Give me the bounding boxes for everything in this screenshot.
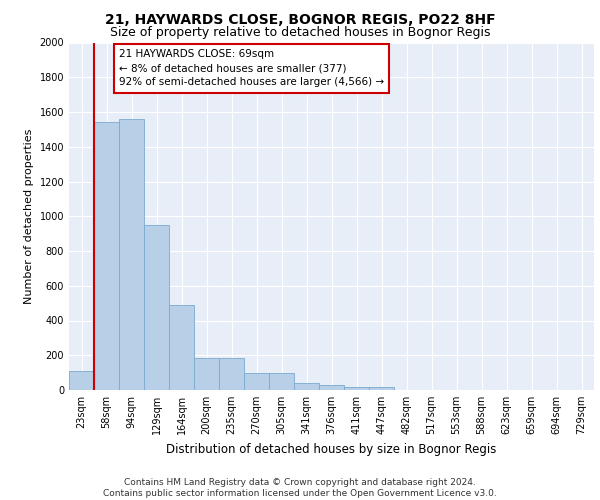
Text: 21, HAYWARDS CLOSE, BOGNOR REGIS, PO22 8HF: 21, HAYWARDS CLOSE, BOGNOR REGIS, PO22 8… [104, 12, 496, 26]
Bar [319, 385, 344, 390]
Text: Size of property relative to detached houses in Bognor Regis: Size of property relative to detached ho… [110, 26, 490, 39]
Bar [194, 358, 219, 390]
Bar [169, 305, 194, 390]
Text: 21 HAYWARDS CLOSE: 69sqm
← 8% of detached houses are smaller (377)
92% of semi-d: 21 HAYWARDS CLOSE: 69sqm ← 8% of detache… [119, 50, 384, 88]
Text: Contains HM Land Registry data © Crown copyright and database right 2024.
Contai: Contains HM Land Registry data © Crown c… [103, 478, 497, 498]
Bar [219, 358, 244, 390]
Bar [119, 119, 144, 390]
X-axis label: Distribution of detached houses by size in Bognor Regis: Distribution of detached houses by size … [166, 442, 497, 456]
Bar [369, 388, 394, 390]
Bar [344, 386, 369, 390]
Bar [244, 372, 269, 390]
Bar [269, 372, 294, 390]
Bar [94, 122, 119, 390]
Bar [294, 383, 319, 390]
Bar [69, 371, 94, 390]
Bar [144, 225, 169, 390]
Y-axis label: Number of detached properties: Number of detached properties [24, 128, 34, 304]
